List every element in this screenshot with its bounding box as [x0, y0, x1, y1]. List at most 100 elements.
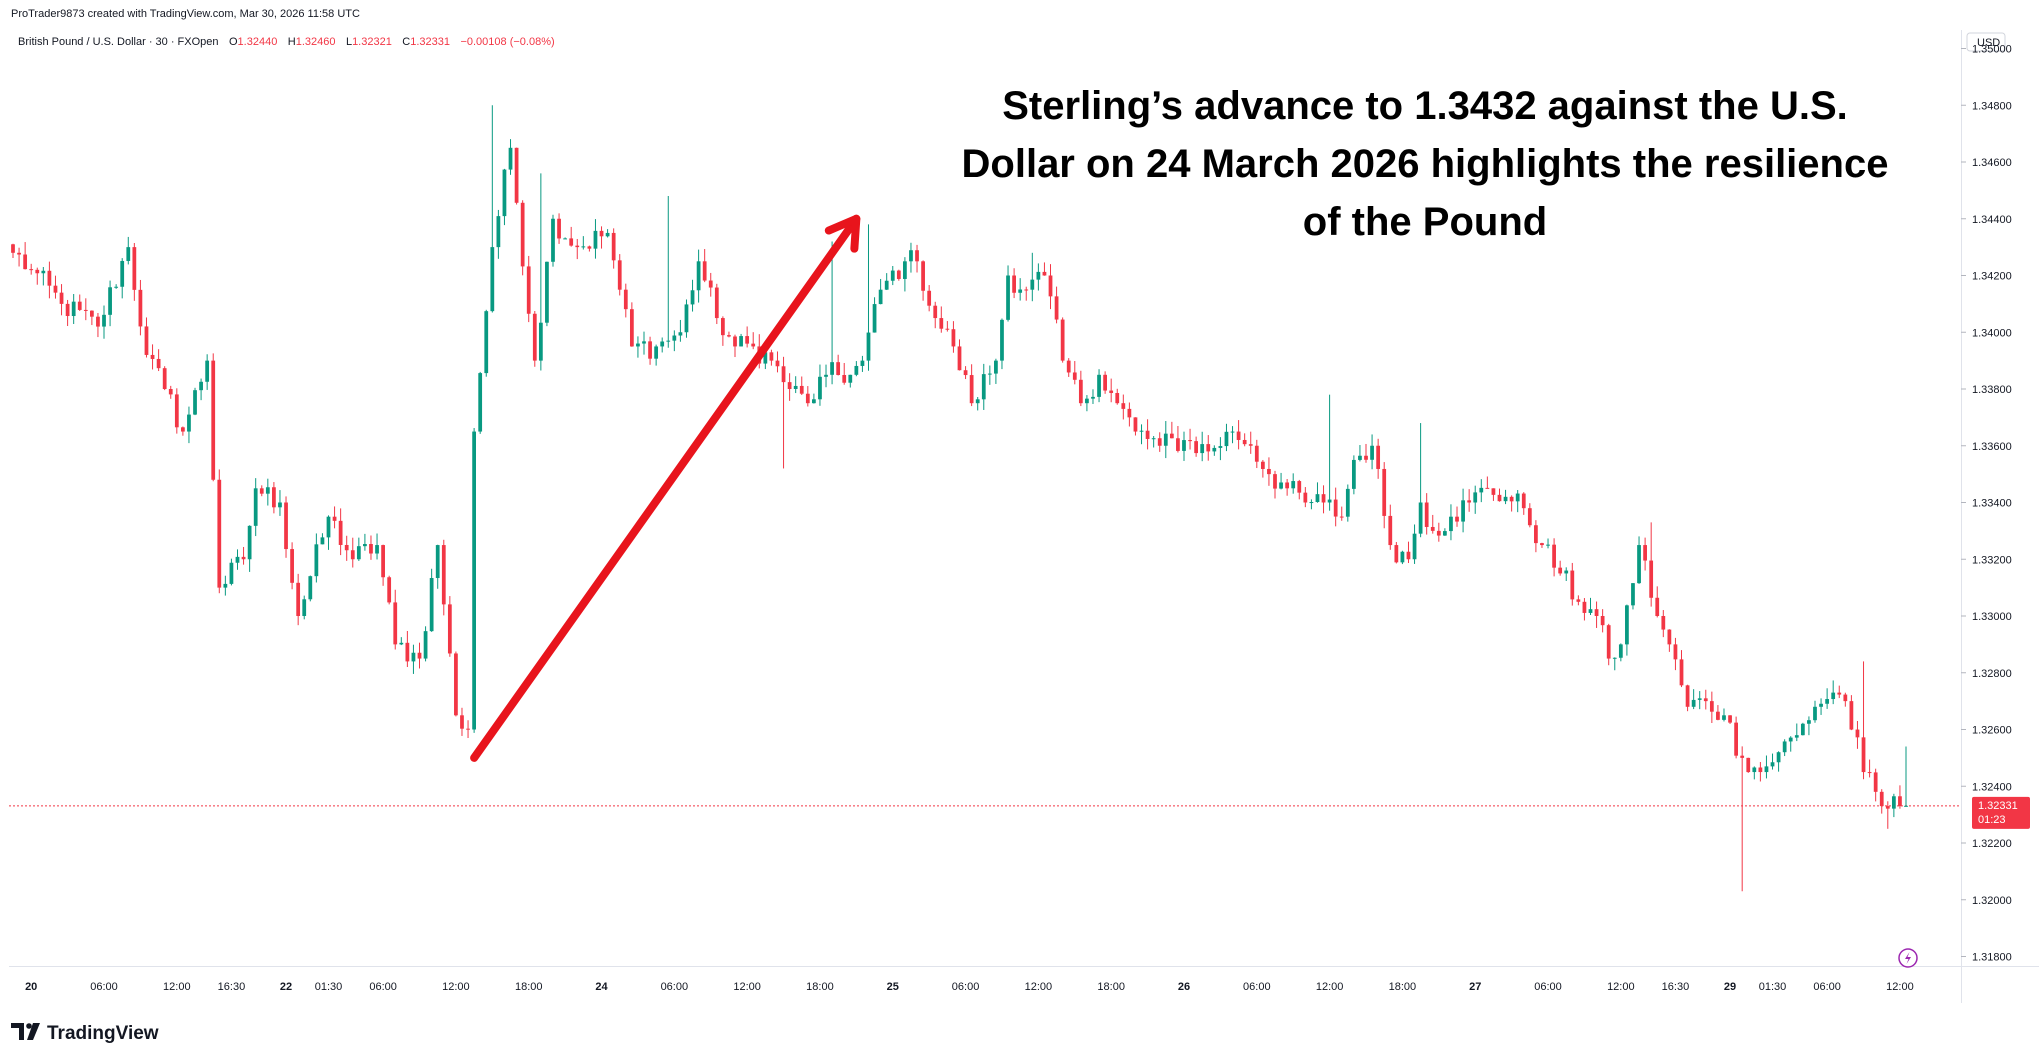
candle-body [569, 238, 574, 246]
currency-button[interactable]: USD [1966, 32, 2006, 52]
candle-body [1752, 767, 1757, 773]
time-axis[interactable]: 20 06:00 12:00 16:30 22 01:30 06:00 12:00 18:00 2… [25, 981, 1914, 993]
candle-body [1157, 438, 1162, 446]
candle-body [611, 232, 616, 261]
currency-label: USD [1977, 37, 2000, 49]
candle-body [259, 488, 264, 494]
candle-body [1521, 493, 1526, 509]
candle-body [551, 218, 555, 262]
candle-body [1558, 567, 1563, 574]
trend-arrow[interactable] [470, 214, 861, 762]
candle-body [290, 549, 294, 583]
price-tick-label: 1.33400 [1972, 498, 2012, 510]
time-tick-label: 12:00 [1886, 981, 1914, 993]
candle-body [417, 652, 422, 659]
candle-body [1618, 644, 1623, 658]
candle-body [138, 289, 143, 327]
candle-body [545, 261, 549, 323]
candle-body [241, 556, 246, 560]
candle-body [884, 280, 889, 290]
candle-body [781, 366, 786, 383]
candle-body [575, 245, 580, 248]
candle-body [720, 318, 725, 336]
candle-body [842, 374, 847, 383]
candle-body [35, 269, 40, 274]
candle-body [933, 305, 938, 319]
candle-body [654, 346, 659, 359]
candle-body [1121, 403, 1126, 409]
candle-body [514, 147, 519, 203]
time-tick-label: 06:00 [1534, 981, 1562, 993]
candle-body [1813, 706, 1817, 721]
candle-body [65, 303, 70, 317]
candle-body [1133, 417, 1138, 432]
candle-body [1722, 715, 1726, 720]
candle-body [381, 545, 385, 578]
candle-body [1843, 694, 1848, 702]
candle-body [1819, 703, 1823, 707]
candle-body [1176, 438, 1180, 451]
candle-body [1078, 379, 1083, 404]
candle-body [909, 250, 913, 262]
candle-body [1345, 488, 1350, 517]
candle-body [1552, 544, 1556, 568]
candle-body [1673, 644, 1678, 660]
symbol-name[interactable]: British Pound / U.S. Dollar · 30 · FXOpe… [18, 36, 219, 48]
time-tick-label: 18:00 [1097, 981, 1125, 993]
candle-body [1867, 772, 1872, 774]
candle-body [96, 316, 100, 327]
candle-body [617, 260, 622, 290]
candle-body [59, 292, 64, 304]
candle-body [102, 314, 106, 327]
candle-body [1006, 275, 1010, 320]
candle-body [1794, 735, 1799, 738]
candle-body [1855, 729, 1860, 738]
candle-body [1297, 481, 1302, 493]
bolt-icon[interactable] [1898, 948, 1918, 968]
candle-body [915, 250, 919, 262]
candle-body [332, 516, 337, 521]
candle-body [520, 202, 525, 267]
candle-body [775, 360, 780, 367]
time-tick-label: 06:00 [369, 981, 397, 993]
candle-body [17, 252, 21, 255]
candle-body [587, 246, 592, 249]
candle-body [393, 602, 398, 645]
high-label: H [288, 36, 296, 48]
candle-body [1145, 430, 1150, 439]
price-axis[interactable]: 1.35000 1.34800 1.34600 1.34400 1.34200 1.340… [1961, 44, 2012, 964]
candle-body [1503, 496, 1508, 502]
candle-body [308, 576, 313, 600]
candle-body [1534, 525, 1538, 544]
candle-body [1594, 609, 1599, 616]
candle-body [1879, 791, 1884, 807]
low-label: L [346, 36, 352, 48]
candle-body [429, 578, 434, 632]
candle-body [557, 218, 561, 239]
candle-body [1406, 551, 1411, 560]
candle-body [1515, 493, 1520, 502]
candle-body [1746, 757, 1751, 773]
tradingview-logo-text: TradingView [47, 1023, 159, 1044]
tradingview-logo[interactable]: TradingView [11, 1023, 159, 1044]
price-tick-label: 1.34200 [1972, 271, 2012, 283]
candle-body [1667, 629, 1672, 645]
candle-body [1230, 431, 1235, 433]
candle-body [211, 360, 216, 480]
candle-body [1485, 487, 1490, 489]
close-label: C [402, 36, 410, 48]
candle-body [666, 340, 671, 342]
candle-body [1085, 398, 1089, 404]
candle-body [265, 487, 270, 494]
price-tick-label: 1.34400 [1972, 214, 2012, 226]
time-tick-label: 20 [25, 981, 37, 993]
time-tick-label: 06:00 [952, 981, 980, 993]
candle-body [1327, 499, 1332, 503]
candle-body [1248, 444, 1253, 446]
candle-body [89, 310, 94, 317]
candle-body [672, 335, 677, 341]
candle-body [205, 360, 210, 382]
price-tick-label: 1.34600 [1972, 157, 2012, 169]
candle-body [818, 376, 822, 400]
